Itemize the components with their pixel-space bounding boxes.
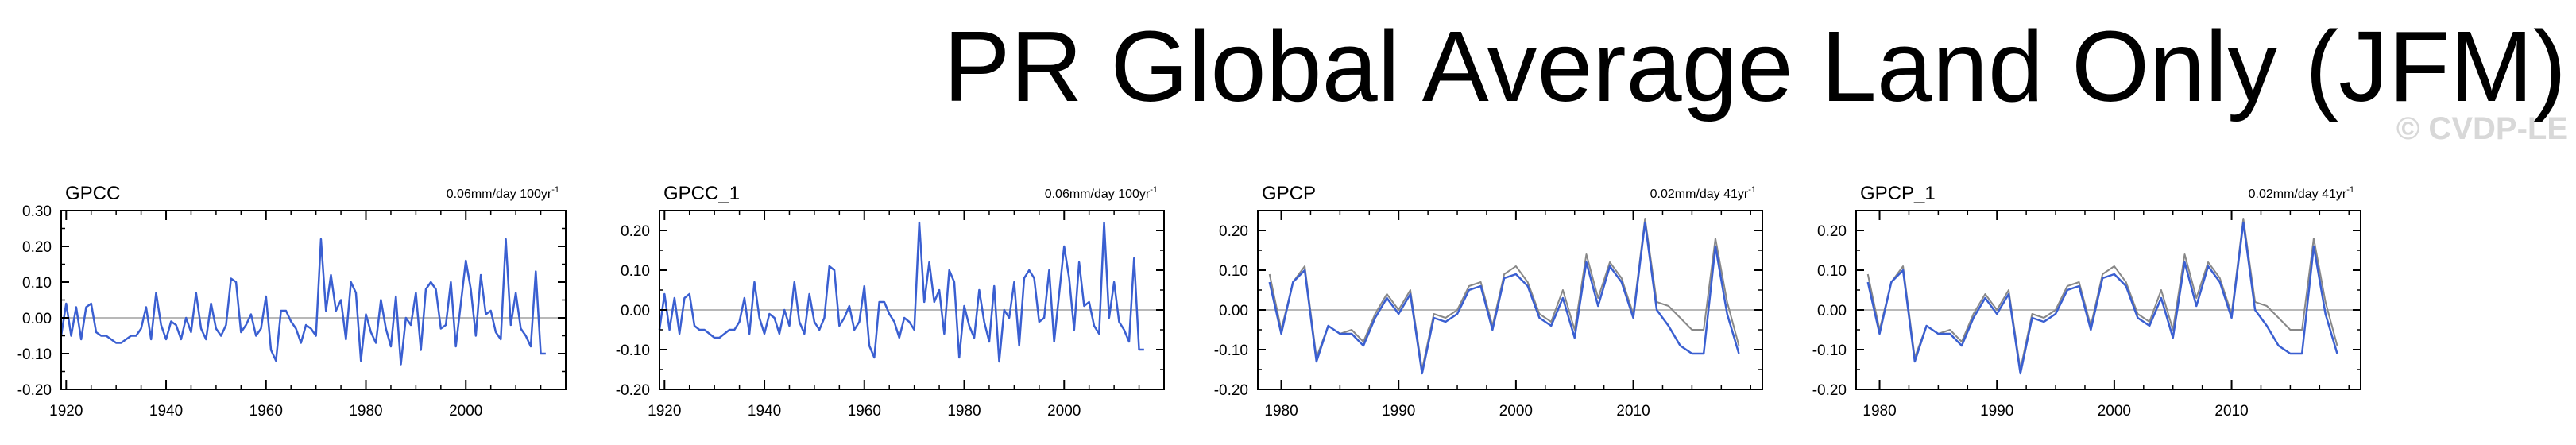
x-tick-label: 1990 bbox=[1980, 403, 2013, 420]
chart-panel-2: -0.20 -0.10 0.00 0.10 0.20 1920 1940 1960 1980 20… bbox=[616, 183, 1165, 420]
chart-title: GPCP bbox=[1262, 183, 1316, 204]
x-tick-label: 2000 bbox=[2098, 403, 2131, 420]
x-tick-label: 1980 bbox=[1862, 403, 1896, 420]
series-line bbox=[60, 238, 546, 366]
y-tick-label: 0.10 bbox=[1219, 263, 1248, 280]
y-tick-label: -0.10 bbox=[1812, 342, 1847, 359]
chart-panel-3: -0.20 -0.10 0.00 0.10 0.20 1980 1990 2000 2010 GP… bbox=[1214, 183, 1763, 420]
x-tick-label: 1920 bbox=[648, 403, 681, 420]
series-line bbox=[1866, 218, 2338, 370]
y-tick-label: 0.00 bbox=[1219, 303, 1248, 319]
trend-label: 0.02mm/day 41yr-1 bbox=[2249, 185, 2354, 201]
trend-label: 0.06mm/day 100yr-1 bbox=[1045, 185, 1158, 201]
watermark-text: © CVDP-LE bbox=[2396, 111, 2568, 146]
y-tick-label: 0.30 bbox=[22, 203, 52, 220]
x-tick-label: 1980 bbox=[947, 403, 981, 420]
x-tick-label: 1980 bbox=[349, 403, 382, 420]
x-tick-label: 1940 bbox=[149, 403, 183, 420]
x-tick-label: 1990 bbox=[1382, 403, 1415, 420]
chart-title: GPCC bbox=[65, 183, 120, 204]
y-tick-label: -0.10 bbox=[616, 342, 650, 359]
series-line bbox=[1268, 218, 1740, 370]
trend-label: 0.02mm/day 41yr-1 bbox=[1650, 185, 1756, 201]
y-tick-label: 0.20 bbox=[22, 239, 52, 256]
y-tick-label: 0.00 bbox=[1817, 303, 1847, 319]
y-tick-label: 0.20 bbox=[1817, 223, 1847, 240]
x-tick-label: 2000 bbox=[449, 403, 482, 420]
chart-panel-1: -0.20 -0.10 0.00 0.10 0.20 0.30 1920 1940 1960 19… bbox=[17, 183, 567, 420]
plot-frame bbox=[1855, 210, 2361, 390]
chart-title: GPCC_1 bbox=[663, 183, 740, 204]
trend-exponent: -1 bbox=[1150, 185, 1158, 195]
y-tick-label: -0.20 bbox=[17, 382, 52, 399]
y-tick-label: 0.10 bbox=[1817, 263, 1847, 280]
y-tick-label: -0.10 bbox=[1214, 342, 1248, 359]
trend-exponent: -1 bbox=[2346, 185, 2354, 195]
trend-exponent: -1 bbox=[1748, 185, 1756, 195]
x-tick-label: 2010 bbox=[2214, 403, 2248, 420]
series-line bbox=[658, 221, 1144, 363]
y-tick-label: -0.20 bbox=[616, 382, 650, 399]
y-tick-label: -0.10 bbox=[17, 346, 52, 363]
x-tick-label: 1960 bbox=[848, 403, 881, 420]
x-tick-label: 1960 bbox=[249, 403, 283, 420]
x-tick-label: 1980 bbox=[1264, 403, 1298, 420]
y-tick-label: 0.00 bbox=[621, 303, 650, 319]
x-tick-label: 1940 bbox=[748, 403, 781, 420]
plot-frame bbox=[659, 210, 1165, 390]
x-tick-label: 2010 bbox=[1616, 403, 1650, 420]
y-tick-label: 0.20 bbox=[1219, 223, 1248, 240]
x-tick-label: 2000 bbox=[1499, 403, 1533, 420]
plot-frame bbox=[60, 210, 567, 390]
y-tick-label: 0.10 bbox=[22, 275, 52, 292]
y-tick-label: -0.20 bbox=[1214, 382, 1248, 399]
chart-panel-4: -0.20 -0.10 0.00 0.10 0.20 1980 1990 2000 2010 GP… bbox=[1812, 183, 2361, 420]
plot-frame bbox=[1257, 210, 1763, 390]
trend-label: 0.06mm/day 100yr-1 bbox=[447, 185, 559, 201]
x-tick-label: 1920 bbox=[49, 403, 83, 420]
y-tick-label: 0.10 bbox=[621, 263, 650, 280]
series-line bbox=[1866, 221, 2338, 375]
page-title: PR Global Average Land Only (JFM) bbox=[943, 10, 2566, 122]
trend-exponent: -1 bbox=[551, 185, 559, 195]
y-tick-label: 0.00 bbox=[22, 311, 52, 327]
series-line bbox=[1268, 221, 1740, 375]
chart-title: GPCP_1 bbox=[1860, 183, 1936, 204]
y-tick-label: 0.20 bbox=[621, 223, 650, 240]
y-tick-label: -0.20 bbox=[1812, 382, 1847, 399]
x-tick-label: 2000 bbox=[1047, 403, 1081, 420]
